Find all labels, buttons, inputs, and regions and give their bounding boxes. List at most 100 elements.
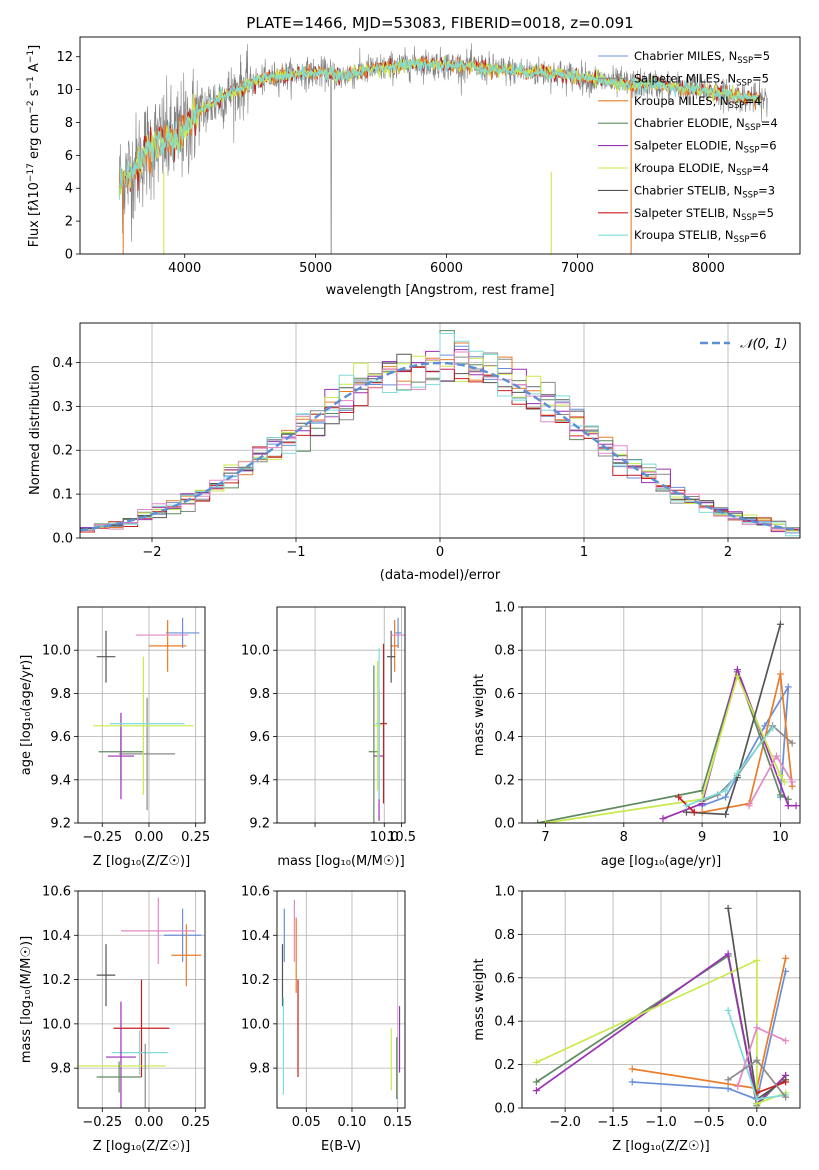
x-tick-label: 0.00	[134, 1115, 163, 1130]
mass_vs_Z-xlabel: Z [log₁₀(Z/Z☉)]	[93, 1139, 190, 1154]
y-tick-label: 0.0	[494, 817, 515, 832]
y-tick-label: 10.0	[241, 1017, 270, 1032]
y-tick-label: 9.8	[249, 1062, 270, 1077]
y-tick-label: 0	[65, 248, 73, 263]
y-tick-label: 9.8	[249, 687, 270, 702]
weight_vs_age-ylabel: mass weight	[472, 674, 487, 756]
y-tick-label: 10.4	[241, 929, 270, 944]
y-tick-label: 0.8	[494, 928, 515, 943]
y-tick-label: 0.2	[52, 444, 73, 459]
mass_vs_Z-ylabel: mass [log₁₀(M/M☉)]	[19, 936, 34, 1063]
y-tick-label: 8	[65, 116, 73, 131]
figure-title: PLATE=1466, MJD=53083, FIBERID=0018, z=0…	[246, 14, 633, 32]
y-tick-label: 4	[65, 182, 73, 197]
y-tick-label: 6	[65, 149, 73, 164]
y-tick-label: 0.4	[494, 1015, 515, 1030]
x-tick-label: −2	[142, 545, 161, 560]
x-tick-label: 10.0	[370, 830, 399, 845]
spectrum-xlabel: wavelength [Angstrom, rest frame]	[326, 283, 555, 298]
plot-area	[281, 899, 401, 1100]
y-tick-label: 0.6	[494, 687, 515, 702]
y-tick-label: 9.4	[50, 773, 71, 788]
x-tick-label: 0.25	[181, 830, 210, 845]
y-tick-label: 0.0	[52, 532, 73, 547]
y-tick-label: 0.2	[494, 773, 515, 788]
y-tick-label: 9.2	[249, 817, 270, 832]
mass_vs_EBV-xlabel: E(B-V)	[321, 1139, 361, 1154]
x-tick-label: 6000	[430, 261, 463, 276]
y-tick-label: 10.0	[42, 1017, 71, 1032]
x-tick-label: 0.05	[292, 1115, 321, 1130]
y-tick-label: 9.8	[50, 687, 71, 702]
model-spectrum-kroupa-stelib	[118, 57, 761, 200]
axes-frame	[521, 606, 801, 824]
legend-label: Chabrier ELODIE, NSSP=4	[634, 116, 778, 133]
legend-label: Chabrier STELIB, NSSP=3	[634, 183, 775, 200]
age_vs_Z-ylabel: age [log₁₀(age/yr)]	[19, 655, 34, 776]
residual-histogram	[80, 333, 800, 538]
y-tick-label: 2	[65, 215, 73, 230]
legend-label: Kroupa ELODIE, NSSP=4	[634, 161, 769, 178]
y-tick-label: 0.1	[52, 488, 73, 503]
y-tick-label: 10.0	[42, 644, 71, 659]
y-tick-label: 10.2	[42, 973, 71, 988]
axes-frame	[77, 606, 206, 824]
x-tick-label: 5000	[299, 261, 332, 276]
axes-frame	[79, 322, 801, 539]
x-tick-label: 2	[724, 545, 732, 560]
mass-vs-ebv-panel: 0.05 0.10 0.15 9.8 10.0 10.2 10.4 10.6 E(B-V)	[241, 885, 412, 1155]
legend-label: Salpeter STELIB, NSSP=5	[634, 206, 774, 223]
age_vs_mass-xlabel: mass [log₁₀(M/M☉)]	[277, 854, 404, 869]
x-tick-label: −1	[286, 545, 305, 560]
plot-area	[118, 43, 768, 254]
spectrum-ylabel-text: Flux [fλ10−17 erg cm−2 s−1 A−1]	[26, 45, 42, 247]
weight-vs-metallicity-panel: −2.0 −1.5 −1.0 −0.5 0.0 0.0 0.2 0.4 0.6 0.8 1.0 Z […	[472, 885, 801, 1154]
x-tick-label: −1.0	[645, 1115, 677, 1130]
weight-line	[536, 959, 786, 1105]
spectrum-panel: PLATE=1466, MJD=53083, FIBERID=0018, z=0…	[26, 14, 801, 298]
y-tick-label: 9.6	[249, 730, 270, 745]
weight-line	[686, 624, 782, 816]
x-tick-label: 4000	[168, 261, 201, 276]
gaussian-curve	[80, 361, 800, 532]
plot-area	[80, 330, 800, 538]
y-tick-label: 0.4	[52, 356, 73, 371]
x-tick-label: 8	[620, 830, 628, 845]
y-tick-label: 12	[56, 50, 73, 65]
x-tick-label: 1	[580, 545, 588, 560]
x-tick-label: 0.10	[337, 1115, 366, 1130]
y-tick-label: 1.0	[494, 885, 515, 900]
axes-frame	[276, 606, 406, 824]
legend-label: Salpeter MILES, NSSP=5	[634, 71, 769, 88]
x-tick-label: 0.15	[383, 1115, 412, 1130]
residuals-xlabel: (data-model)/error	[380, 568, 501, 583]
x-tick-label: −2.0	[549, 1115, 581, 1130]
residuals-ylabel: Normed distribution	[28, 365, 43, 495]
legend-label: 𝒩(0, 1)	[740, 337, 787, 352]
axes-frame	[77, 890, 206, 1109]
x-tick-label: 0.0	[747, 1115, 768, 1130]
weight-line	[632, 971, 787, 1101]
x-tick-label: 8000	[692, 261, 725, 276]
legend-label: Salpeter ELODIE, NSSP=6	[634, 139, 777, 156]
y-tick-label: 0.6	[494, 971, 515, 986]
weight_vs_Z-xlabel: Z [log₁₀(Z/Z☉)]	[612, 1139, 709, 1154]
legend-label: Kroupa STELIB, NSSP=6	[634, 228, 766, 245]
y-tick-label: 1.0	[494, 601, 515, 616]
x-tick-label: 0	[436, 545, 444, 560]
y-tick-label: 0.8	[494, 644, 515, 659]
age_vs_Z-xlabel: Z [log₁₀(Z/Z☉)]	[93, 854, 190, 869]
weight-line	[756, 1081, 786, 1094]
legend-label: Chabrier MILES, NSSP=5	[634, 49, 770, 66]
y-tick-label: 0.3	[52, 400, 73, 415]
y-tick-label: 10.2	[241, 973, 270, 988]
plot-area	[534, 620, 800, 823]
spectrum-ylabel: Flux [fλ10−17 erg cm−2 s−1 A−1]	[26, 45, 42, 247]
axes-frame	[276, 890, 406, 1109]
y-tick-label: 9.4	[249, 773, 270, 788]
x-tick-label: 10.5	[387, 830, 416, 845]
residuals-panel: (data-model)/error Normed distribution −…	[28, 322, 801, 583]
weight-line	[686, 727, 774, 807]
